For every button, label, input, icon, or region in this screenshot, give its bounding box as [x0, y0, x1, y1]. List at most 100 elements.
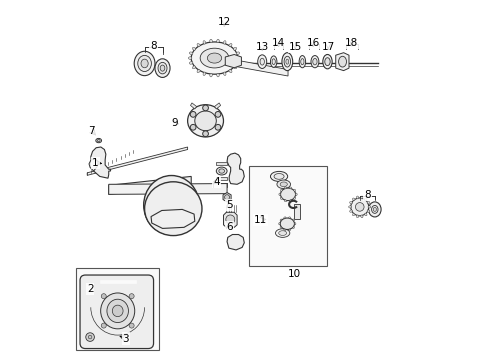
Ellipse shape — [373, 207, 376, 211]
Ellipse shape — [282, 53, 293, 71]
Ellipse shape — [339, 56, 346, 67]
Ellipse shape — [349, 206, 351, 208]
Ellipse shape — [155, 59, 170, 77]
Polygon shape — [151, 210, 195, 228]
Ellipse shape — [284, 56, 291, 67]
Circle shape — [190, 125, 196, 130]
Ellipse shape — [217, 39, 219, 43]
Text: 11: 11 — [254, 215, 267, 225]
Ellipse shape — [284, 187, 287, 189]
Ellipse shape — [260, 58, 265, 65]
Ellipse shape — [357, 196, 359, 199]
Ellipse shape — [236, 62, 240, 64]
Ellipse shape — [188, 57, 192, 59]
Ellipse shape — [197, 69, 200, 73]
Ellipse shape — [193, 66, 196, 69]
Ellipse shape — [368, 202, 381, 217]
Ellipse shape — [350, 210, 352, 212]
Ellipse shape — [371, 206, 378, 213]
Ellipse shape — [365, 198, 367, 201]
Ellipse shape — [280, 182, 287, 186]
Ellipse shape — [352, 198, 355, 201]
Ellipse shape — [290, 187, 292, 189]
Ellipse shape — [195, 111, 216, 131]
Bar — [248, 166, 327, 266]
Ellipse shape — [145, 182, 202, 235]
Ellipse shape — [274, 174, 284, 179]
Ellipse shape — [280, 197, 282, 199]
Circle shape — [224, 195, 230, 200]
FancyBboxPatch shape — [80, 275, 153, 348]
Polygon shape — [336, 53, 349, 71]
Ellipse shape — [313, 58, 317, 65]
Ellipse shape — [286, 59, 289, 64]
Circle shape — [101, 323, 106, 328]
Ellipse shape — [188, 105, 223, 137]
Ellipse shape — [138, 55, 151, 72]
Ellipse shape — [294, 189, 296, 192]
Ellipse shape — [112, 305, 123, 317]
Circle shape — [129, 294, 134, 299]
Ellipse shape — [279, 231, 287, 235]
Ellipse shape — [272, 59, 275, 64]
Ellipse shape — [233, 47, 237, 50]
Ellipse shape — [270, 56, 277, 67]
Ellipse shape — [368, 206, 371, 208]
Ellipse shape — [355, 203, 364, 211]
Ellipse shape — [96, 138, 101, 143]
Ellipse shape — [223, 41, 226, 44]
Text: 10: 10 — [288, 269, 301, 279]
Ellipse shape — [294, 223, 296, 225]
Ellipse shape — [325, 58, 330, 66]
Text: 7: 7 — [88, 126, 95, 135]
Ellipse shape — [284, 229, 286, 231]
Polygon shape — [223, 193, 231, 202]
Text: 14: 14 — [272, 38, 285, 48]
Polygon shape — [227, 153, 245, 184]
Circle shape — [190, 112, 196, 117]
Ellipse shape — [258, 55, 267, 68]
Polygon shape — [191, 103, 196, 109]
Polygon shape — [216, 162, 227, 165]
Ellipse shape — [280, 226, 282, 229]
Ellipse shape — [88, 335, 92, 339]
Text: 18: 18 — [345, 38, 359, 48]
Polygon shape — [109, 176, 191, 194]
Ellipse shape — [361, 215, 363, 218]
Ellipse shape — [207, 53, 221, 63]
Text: 17: 17 — [321, 42, 335, 51]
Ellipse shape — [100, 293, 135, 329]
Polygon shape — [89, 158, 98, 171]
Circle shape — [129, 323, 134, 328]
Ellipse shape — [226, 215, 235, 224]
Text: 8: 8 — [150, 41, 157, 50]
Text: 3: 3 — [122, 333, 129, 343]
Circle shape — [101, 294, 106, 299]
Text: 12: 12 — [218, 17, 232, 27]
Polygon shape — [91, 147, 111, 178]
Bar — [76, 268, 159, 350]
Ellipse shape — [350, 202, 352, 204]
Ellipse shape — [200, 48, 229, 68]
Bar — [294, 204, 300, 219]
Circle shape — [86, 333, 95, 341]
Ellipse shape — [294, 197, 296, 199]
Text: 8: 8 — [365, 190, 371, 200]
Polygon shape — [223, 212, 237, 227]
Ellipse shape — [352, 213, 355, 216]
Ellipse shape — [219, 169, 224, 173]
Text: 9: 9 — [172, 118, 178, 128]
Text: 1: 1 — [92, 158, 99, 168]
Ellipse shape — [275, 229, 290, 237]
Polygon shape — [229, 59, 288, 76]
Ellipse shape — [210, 39, 212, 43]
Ellipse shape — [203, 41, 206, 44]
Ellipse shape — [365, 213, 367, 216]
Ellipse shape — [293, 219, 294, 221]
Ellipse shape — [158, 62, 167, 74]
Polygon shape — [225, 54, 242, 68]
Ellipse shape — [144, 176, 199, 235]
Polygon shape — [227, 234, 245, 250]
Ellipse shape — [301, 59, 304, 65]
Ellipse shape — [284, 200, 287, 202]
